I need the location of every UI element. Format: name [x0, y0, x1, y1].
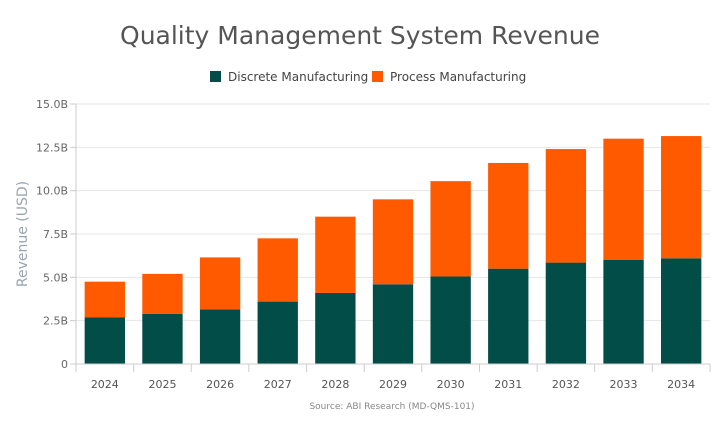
bar-discrete-2024	[84, 317, 125, 364]
bar-process-2032	[545, 149, 587, 263]
y-tick-label: 0	[61, 358, 68, 371]
x-tick-label: 2027	[264, 378, 292, 391]
y-tick-label: 15.0B	[36, 98, 68, 111]
bar-discrete-2029	[372, 284, 414, 364]
chart-title: Quality Management System Revenue	[120, 21, 600, 50]
legend: Discrete Manufacturing Process Manufactu…	[210, 70, 526, 84]
x-tick-label: 2025	[148, 378, 176, 391]
bars	[84, 136, 702, 364]
x-tick-label: 2024	[91, 378, 119, 391]
bar-process-2034	[661, 136, 702, 259]
y-tick-label: 2.5B	[43, 315, 68, 328]
bar-process-2025	[142, 273, 183, 314]
legend-label-process: Process Manufacturing	[390, 70, 526, 84]
x-tick-label: 2034	[667, 378, 695, 391]
bar-discrete-2027	[257, 301, 298, 364]
x-axis-ticks: 2024 2025 2026 2027 2028 2029 2030 2031 2032 2033…	[75, 364, 711, 391]
legend-swatch-process	[372, 71, 383, 82]
axes	[75, 104, 710, 365]
x-tick-label: 2028	[321, 378, 349, 391]
bar-process-2033	[603, 138, 644, 260]
x-tick-label: 2031	[494, 378, 522, 391]
bar-process-2031	[488, 162, 529, 269]
bar-process-2026	[199, 257, 241, 310]
bar-discrete-2026	[199, 309, 241, 364]
bar-discrete-2025	[142, 313, 183, 364]
bar-process-2024	[84, 281, 125, 318]
y-tick-label: 10.0B	[36, 185, 68, 198]
source-note: Source: ABI Research (MD-QMS-101)	[309, 402, 474, 412]
bar-discrete-2028	[315, 292, 356, 364]
y-tick-label: 12.5B	[36, 141, 68, 154]
y-axis-label: Revenue (USD)	[15, 181, 31, 287]
bar-process-2029	[372, 199, 414, 285]
bar-discrete-2033	[603, 260, 644, 364]
bar-discrete-2032	[545, 262, 587, 364]
y-tick-label: 5.0B	[43, 271, 68, 284]
bar-process-2027	[257, 238, 298, 302]
bar-process-2030	[430, 181, 471, 277]
x-tick-label: 2029	[379, 378, 407, 391]
legend-swatch-discrete	[210, 71, 221, 82]
y-tick-label: 7.5B	[43, 228, 68, 241]
bar-discrete-2030	[430, 276, 471, 364]
x-tick-label: 2032	[552, 378, 580, 391]
legend-label-discrete: Discrete Manufacturing	[228, 70, 368, 84]
bar-process-2028	[315, 216, 356, 293]
x-tick-label: 2033	[610, 378, 638, 391]
x-tick-label: 2026	[206, 378, 234, 391]
bar-discrete-2031	[488, 268, 529, 364]
bar-discrete-2034	[661, 258, 702, 364]
x-tick-label: 2030	[437, 378, 465, 391]
y-axis-ticks: 0 2.5B 5.0B 7.5B 10.0B 12.5B 15.0B	[36, 98, 76, 371]
